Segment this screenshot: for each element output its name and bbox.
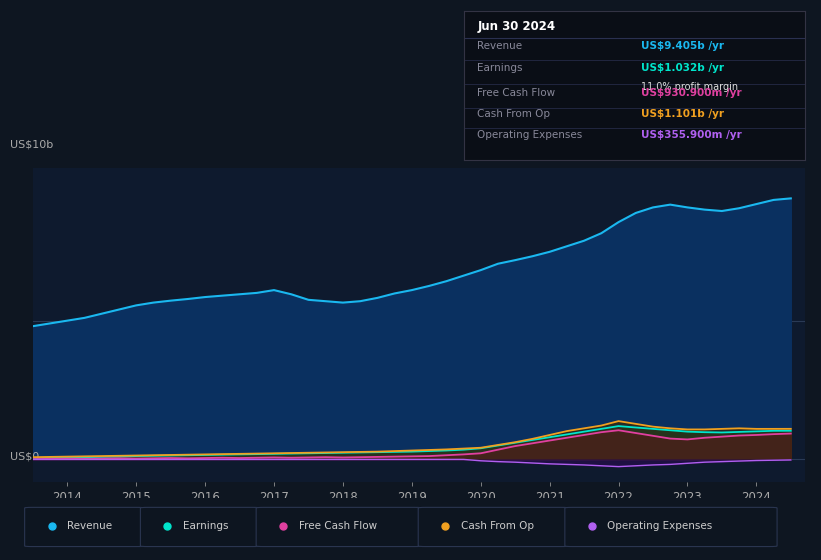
Text: US$1.032b /yr: US$1.032b /yr [641,63,724,73]
Text: 11.0% profit margin: 11.0% profit margin [641,82,738,92]
Text: Revenue: Revenue [478,41,523,51]
FancyBboxPatch shape [565,507,777,547]
Text: Free Cash Flow: Free Cash Flow [299,521,377,531]
Text: Cash From Op: Cash From Op [461,521,534,531]
Text: US$1.101b /yr: US$1.101b /yr [641,109,724,119]
Text: US$0: US$0 [10,451,39,461]
Text: Earnings: Earnings [183,521,228,531]
Text: Operating Expenses: Operating Expenses [478,130,583,140]
Text: Free Cash Flow: Free Cash Flow [478,88,556,99]
FancyBboxPatch shape [418,507,569,547]
Text: US$930.900m /yr: US$930.900m /yr [641,88,741,99]
Text: US$355.900m /yr: US$355.900m /yr [641,130,742,140]
Text: Earnings: Earnings [478,63,523,73]
Text: US$9.405b /yr: US$9.405b /yr [641,41,724,51]
Text: Revenue: Revenue [67,521,112,531]
FancyBboxPatch shape [140,507,260,547]
Text: Cash From Op: Cash From Op [478,109,551,119]
Text: US$10b: US$10b [10,139,53,149]
FancyBboxPatch shape [256,507,422,547]
Text: Jun 30 2024: Jun 30 2024 [478,20,556,33]
FancyBboxPatch shape [25,507,144,547]
Text: Operating Expenses: Operating Expenses [608,521,713,531]
